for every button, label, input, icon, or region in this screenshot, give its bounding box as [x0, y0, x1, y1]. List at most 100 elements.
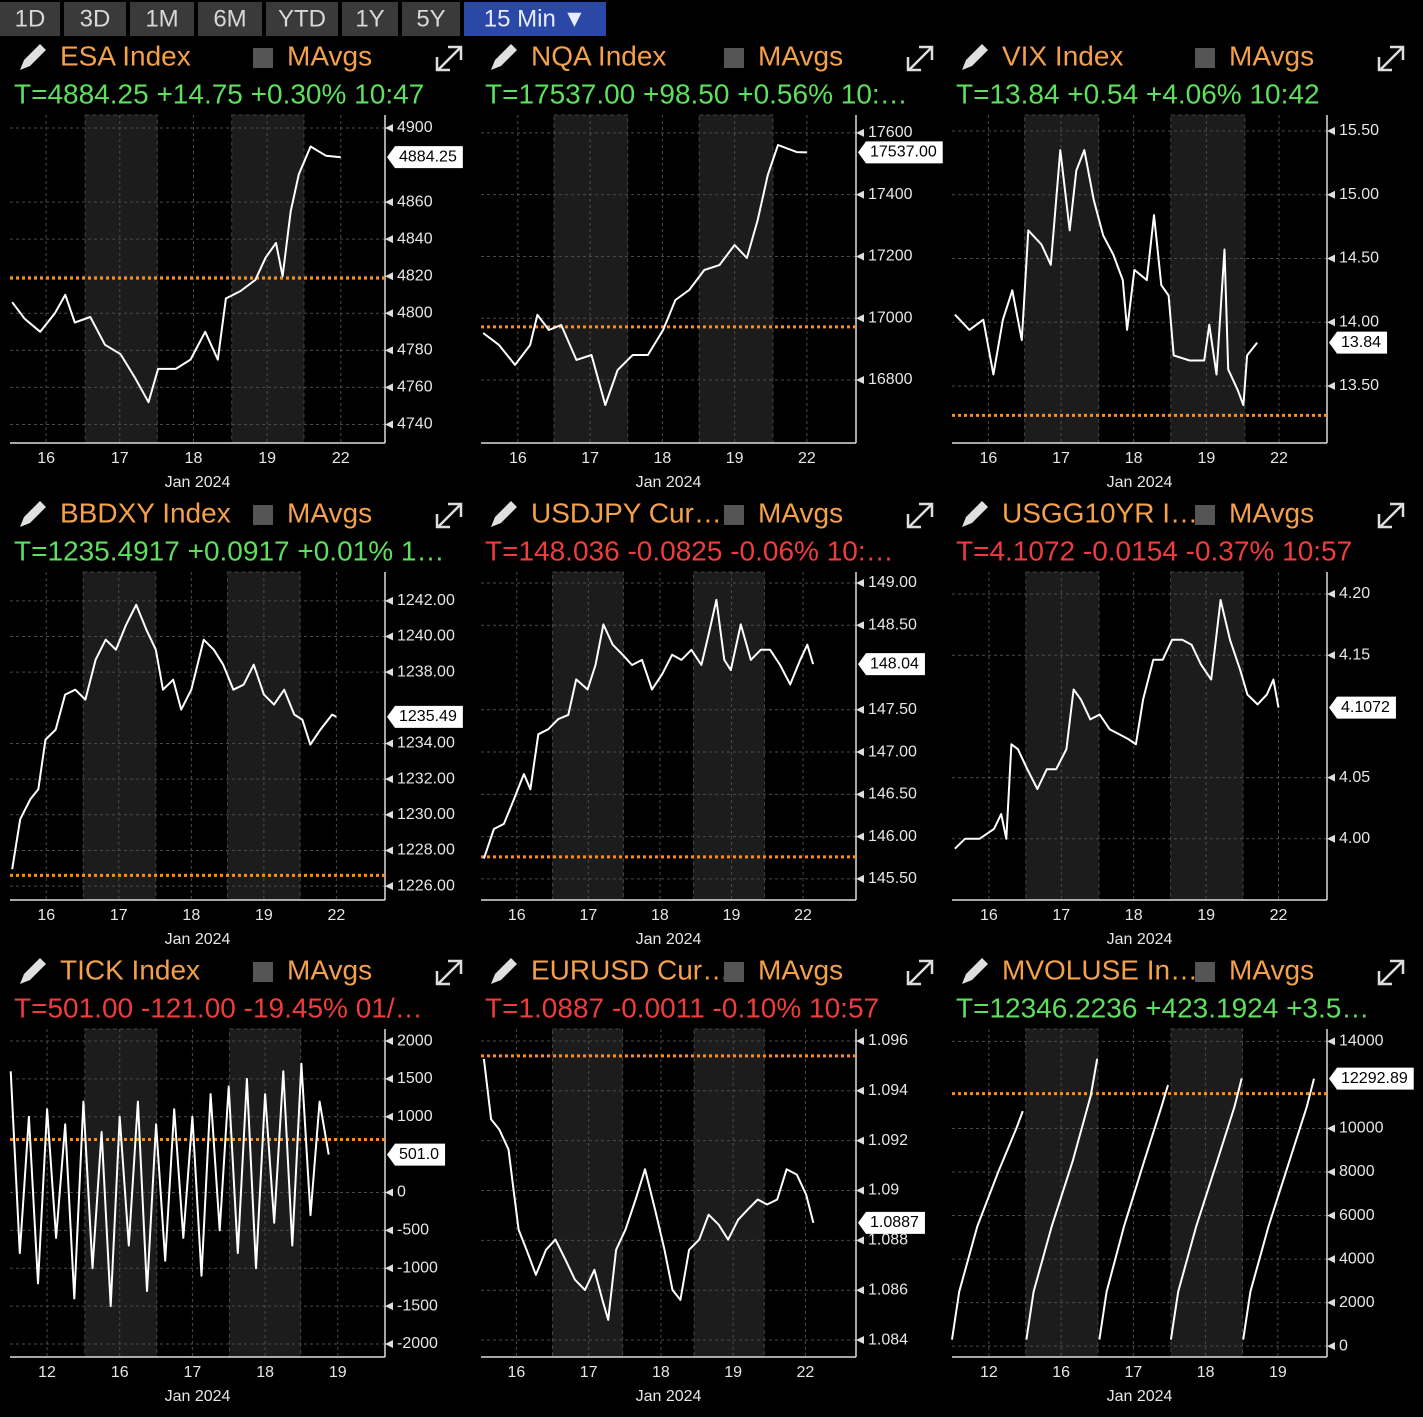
y-tick-label: 1.084 [868, 1331, 908, 1348]
x-tick-label: 16 [37, 907, 55, 924]
last-value-box [858, 1211, 925, 1234]
mavgs-label: MAvgs [758, 40, 843, 71]
y-tick-label: 4780 [397, 342, 433, 359]
pencil-icon[interactable] [20, 958, 46, 984]
y-tick-label: 0 [1339, 1337, 1348, 1354]
price-line [951, 1058, 1315, 1340]
y-tick-label: 4.20 [1339, 585, 1370, 602]
y-tick-mark [1327, 1168, 1335, 1177]
x-tick-label: 18 [651, 907, 669, 924]
toolbar-button[interactable]: YTD [266, 2, 338, 36]
chart-title: VIX Index [1002, 40, 1123, 71]
expand-icon[interactable] [435, 502, 463, 529]
y-tick-label: 4740 [397, 416, 433, 433]
y-tick-label: 2000 [1339, 1294, 1375, 1311]
price-line [11, 603, 337, 870]
quote-line: T=13.84 +0.54 +4.06% 10:42 [956, 78, 1320, 109]
mavgs-checkbox[interactable] [1195, 962, 1215, 982]
x-tick-label: 18 [182, 907, 200, 924]
expand-icon[interactable] [906, 959, 934, 986]
chart-title: TICK Index [60, 954, 200, 985]
toolbar-button[interactable]: 1M [130, 2, 194, 36]
y-tick-mark [1327, 590, 1335, 599]
pencil-icon[interactable] [20, 501, 46, 527]
y-tick-mark [385, 739, 393, 748]
y-tick-label: 1230.00 [397, 806, 455, 823]
x-tick-label: 22 [1270, 450, 1288, 467]
y-tick-mark [856, 314, 864, 323]
toolbar-button[interactable]: 1D [0, 2, 60, 36]
expand-icon[interactable] [906, 45, 934, 72]
y-tick-label: 4760 [397, 379, 433, 396]
button-label: 5Y [416, 5, 445, 32]
pencil-icon[interactable] [962, 44, 988, 70]
off-hours-band [552, 1028, 624, 1358]
mavgs-checkbox[interactable] [724, 48, 744, 68]
y-tick-mark [385, 1112, 393, 1121]
toolbar-button[interactable]: 1Y [342, 2, 398, 36]
price-line [482, 1058, 815, 1321]
x-tick-label: 16 [980, 907, 998, 924]
mavgs-label: MAvgs [287, 954, 372, 985]
mavgs-checkbox[interactable] [1195, 48, 1215, 68]
last-value-tag: 4.1072 [1329, 696, 1396, 719]
y-tick-label: 4840 [397, 230, 433, 247]
x-tick-label: 17 [581, 450, 599, 467]
y-tick-mark [385, 1339, 393, 1348]
y-tick-mark [385, 1302, 393, 1311]
mavgs-checkbox[interactable] [253, 505, 273, 525]
expand-icon[interactable] [435, 45, 463, 72]
button-bg [64, 2, 126, 36]
y-tick-label: 1.094 [868, 1082, 908, 1099]
pencil-icon[interactable] [491, 44, 517, 70]
x-tick-label: 12 [38, 1364, 56, 1381]
y-tick-mark [856, 1036, 864, 1045]
y-tick-mark [1327, 773, 1335, 782]
y-tick-label: 147.50 [868, 701, 917, 718]
expand-icon[interactable] [1377, 959, 1405, 986]
y-tick-mark [385, 309, 393, 318]
pencil-icon[interactable] [20, 44, 46, 70]
x-tick-label: 16 [1052, 1364, 1070, 1381]
quote-line: T=12346.2236 +423.1924 +3.5… [956, 992, 1369, 1023]
last-value-tag: 1.0887 [858, 1211, 925, 1234]
y-tick-label: 2000 [397, 1032, 433, 1049]
expand-icon[interactable] [435, 959, 463, 986]
pencil-icon[interactable] [491, 958, 517, 984]
mavgs-checkbox[interactable] [253, 48, 273, 68]
chart-panel: ESA Index MAvgs T=4884.25 +14.75 +0.30% 10… [10, 40, 463, 491]
last-value-box [1329, 696, 1396, 719]
toolbar-button[interactable]: 5Y [402, 2, 460, 36]
mavgs-checkbox[interactable] [1195, 505, 1215, 525]
expand-icon[interactable] [1377, 502, 1405, 529]
quote-line: T=1.0887 -0.0011 -0.10% 10:57 [485, 992, 879, 1023]
pencil-icon[interactable] [962, 501, 988, 527]
chart-title: MVOLUSE In… [1002, 954, 1198, 985]
x-tick-label: 16 [508, 1364, 526, 1381]
last-value-tag: 1235.49 [387, 705, 463, 728]
mavgs-label: MAvgs [1229, 40, 1314, 71]
pencil-icon[interactable] [491, 501, 517, 527]
mavgs-checkbox[interactable] [253, 962, 273, 982]
button-label: 1M [145, 5, 178, 32]
y-tick-label: 17200 [868, 248, 913, 265]
expand-icon[interactable] [1377, 45, 1405, 72]
y-tick-label: 8000 [1339, 1163, 1375, 1180]
y-tick-mark [385, 1188, 393, 1197]
y-tick-label: 17400 [868, 186, 913, 203]
quote-line: T=4884.25 +14.75 +0.30% 10:47 [14, 78, 424, 109]
mavgs-checkbox[interactable] [724, 505, 744, 525]
pencil-icon[interactable] [962, 958, 988, 984]
toolbar-button[interactable]: 3D [64, 2, 126, 36]
y-tick-label: 1.092 [868, 1132, 908, 1149]
toolbar-button[interactable]: 6M [198, 2, 262, 36]
y-tick-mark [856, 748, 864, 757]
mavgs-label: MAvgs [287, 497, 372, 528]
mavgs-checkbox[interactable] [724, 962, 744, 982]
y-tick-label: 6000 [1339, 1207, 1375, 1224]
last-value-label: 501.0 [399, 1146, 439, 1163]
y-tick-label: 148.50 [868, 616, 917, 633]
toolbar-button[interactable]: 15 Min ▼ [464, 2, 606, 36]
quote-line: T=148.036 -0.0825 -0.06% 10:… [485, 535, 894, 566]
expand-icon[interactable] [906, 502, 934, 529]
